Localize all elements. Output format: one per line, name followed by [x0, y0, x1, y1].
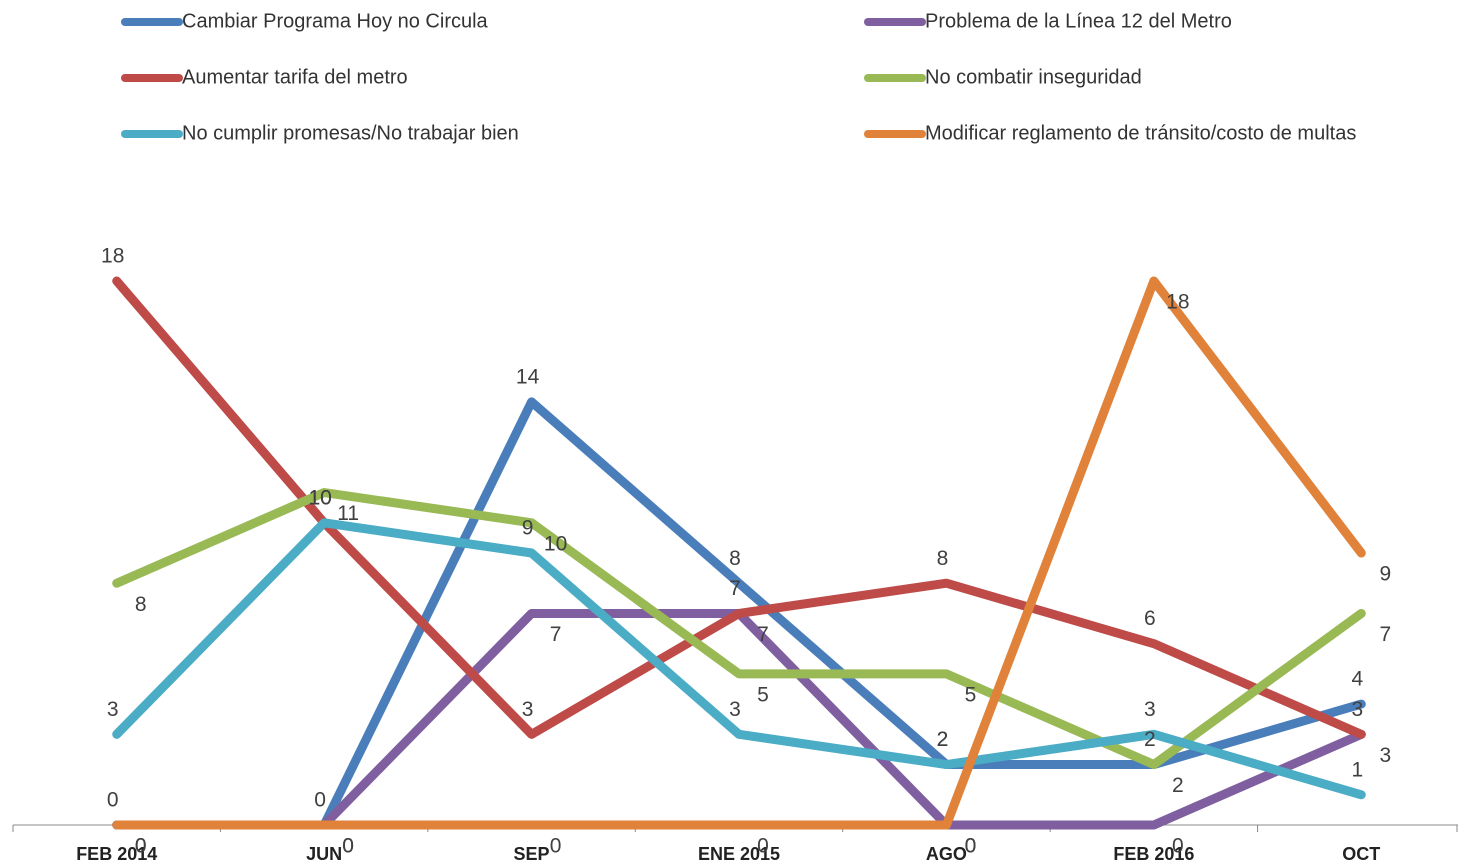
data-label: 18 [1166, 291, 1189, 314]
data-label: 2 [1172, 774, 1184, 797]
data-label: 0 [550, 835, 562, 858]
legend-label: No combatir inseguridad [925, 66, 1142, 88]
data-label: 7 [1379, 623, 1391, 646]
data-label: 0 [1172, 835, 1184, 858]
series-line [112, 518, 1366, 800]
data-label: 1 [1351, 758, 1363, 781]
data-label: 10 [308, 486, 331, 509]
data-label: 0 [757, 835, 769, 858]
data-label: 9 [1379, 563, 1391, 586]
data-label: 8 [135, 593, 147, 616]
data-label: 6 [1144, 607, 1156, 630]
data-label: 0 [135, 835, 147, 858]
x-tick-label: FEB 2016 [1113, 844, 1194, 864]
data-label: 8 [937, 547, 949, 570]
legend-label: Cambiar Programa Hoy no Circula [182, 10, 489, 32]
data-label: 8 [729, 547, 741, 570]
x-tick-label: FEB 2014 [76, 844, 157, 864]
data-label: 11 [337, 502, 359, 525]
data-label: 7 [729, 577, 741, 600]
legend-label: No cumplir promesas/No trabajar bien [182, 122, 519, 144]
data-label: 10 [544, 532, 567, 555]
legend-label: Modificar reglamento de tránsito/costo d… [925, 122, 1356, 144]
data-label: 2 [937, 728, 949, 751]
data-label: 5 [965, 683, 977, 706]
series-line [112, 276, 1366, 830]
data-label: 0 [107, 789, 119, 812]
data-label: 5 [757, 683, 769, 706]
data-label: 3 [729, 698, 741, 721]
data-label: 7 [757, 623, 769, 646]
x-tick-label: AGO [926, 844, 967, 864]
data-label: 7 [550, 623, 562, 646]
data-label: 18 [101, 245, 124, 268]
data-label: 2 [1144, 728, 1156, 751]
data-label: 14 [516, 365, 540, 388]
data-label: 3 [107, 698, 119, 721]
data-label: 3 [1379, 744, 1391, 767]
data-label: 4 [1351, 668, 1363, 691]
legend-label: Aumentar tarifa del metro [182, 66, 408, 88]
data-label: 0 [135, 835, 147, 858]
data-label: 0 [314, 789, 326, 812]
data-label: 0 [342, 835, 354, 858]
x-tick-label: JUN [306, 844, 342, 864]
data-label: 10 [308, 486, 331, 509]
x-tick-label: OCT [1342, 844, 1380, 864]
data-label: 3 [1351, 698, 1363, 721]
data-label: 3 [522, 698, 534, 721]
legend-label: Problema de la Línea 12 del Metro [925, 10, 1232, 32]
data-label: 0 [342, 835, 354, 858]
data-label: 0 [965, 835, 977, 858]
data-label: 9 [522, 517, 534, 540]
data-label: 3 [1144, 698, 1156, 721]
x-tick-label: SEP [514, 844, 550, 864]
x-tick-label: ENE 2015 [698, 844, 780, 864]
series-line [112, 276, 1366, 739]
data-label: 2 [937, 728, 949, 751]
series-line [112, 488, 1366, 770]
data-label: 0 [965, 835, 977, 858]
